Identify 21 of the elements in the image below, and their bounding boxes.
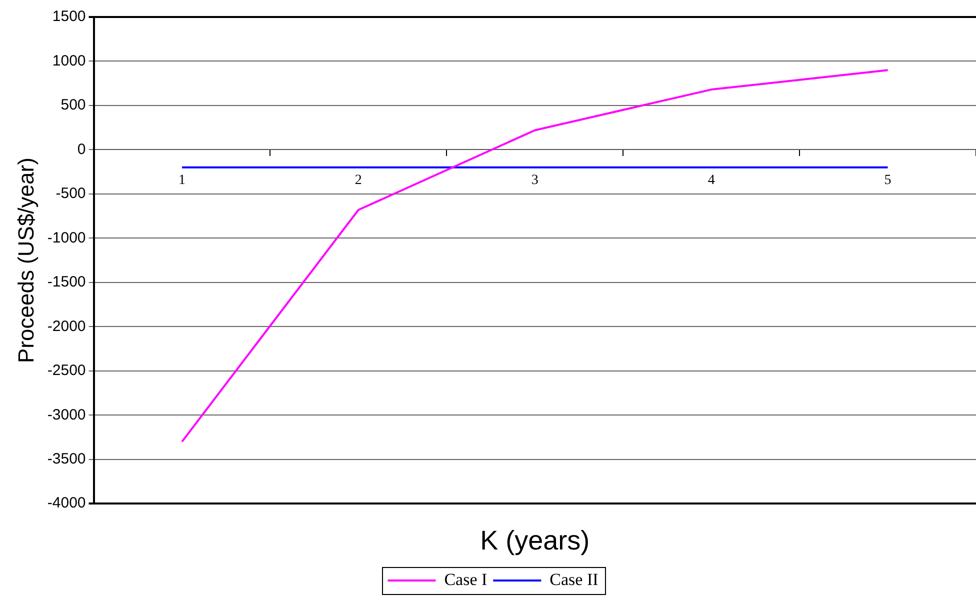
y-tick-label: -2000 <box>47 318 86 335</box>
y-tick-label: -3500 <box>47 450 86 468</box>
y-tick-label: 1500 <box>52 8 86 26</box>
y-axis-title: Proceeds (US$/year) <box>13 158 38 364</box>
y-tick-label: 1000 <box>52 52 86 70</box>
legend-label: Case I <box>444 570 488 589</box>
x-tick-label: 2 <box>354 172 362 188</box>
legend-label: Case II <box>550 570 599 589</box>
y-tick-label: 0 <box>77 140 86 158</box>
y-tick-label: -2500 <box>47 362 86 380</box>
y-tick-label: -3000 <box>47 406 86 424</box>
x-axis-title: K (years) <box>480 525 590 556</box>
y-tick-label: -1000 <box>47 229 86 246</box>
y-tick-label: -4000 <box>47 494 86 512</box>
y-tick-label: 500 <box>60 96 86 114</box>
x-tick-label: 3 <box>531 172 538 188</box>
x-tick-label: 1 <box>178 172 186 188</box>
y-tick-label: -500 <box>56 185 86 202</box>
x-tick-label: 5 <box>884 172 892 188</box>
y-tick-label: -1500 <box>47 274 86 291</box>
x-tick-label: 4 <box>708 172 715 188</box>
